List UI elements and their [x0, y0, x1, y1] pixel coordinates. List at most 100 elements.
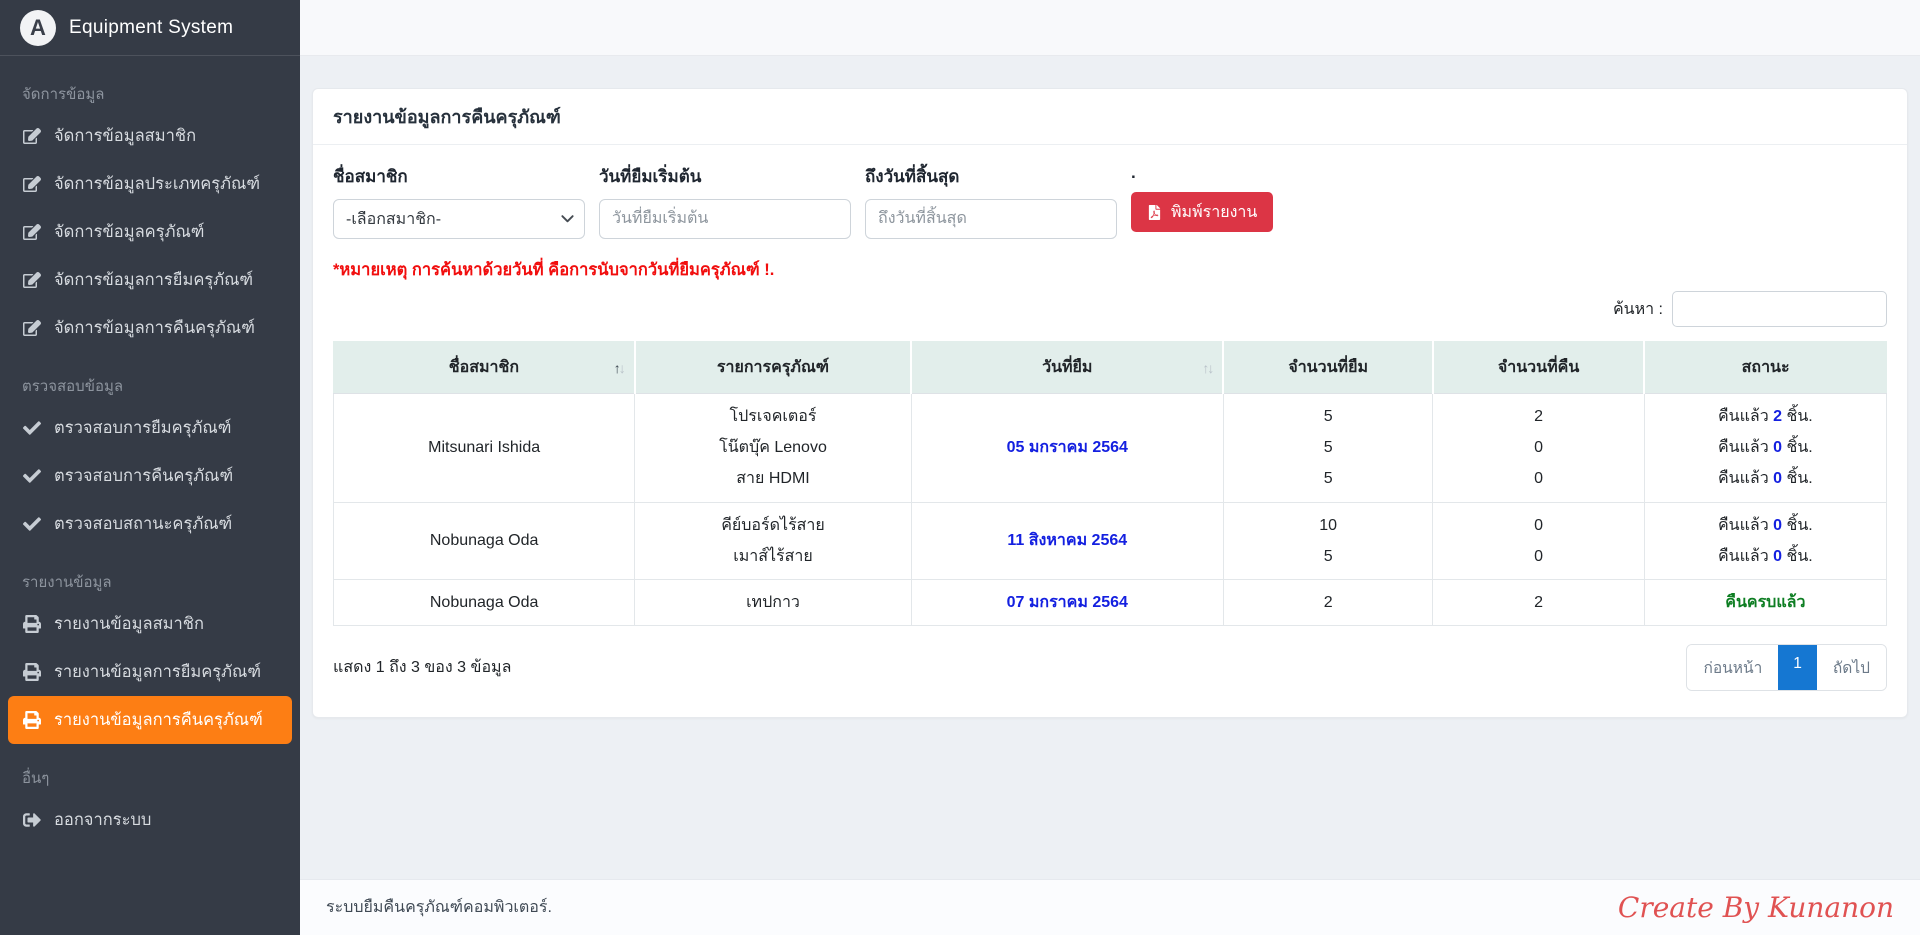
sidebar-item-label: จัดการข้อมูลประเภทครุภัณฑ์ — [54, 175, 261, 193]
status-count: 0 — [1773, 547, 1783, 565]
equipment-item: คีย์บอร์ดไร้สาย — [721, 516, 825, 534]
pagination: ก่อนหน้า 1 ถัดไป — [1686, 644, 1887, 692]
check-icon — [22, 419, 41, 438]
edit-icon — [22, 223, 41, 242]
member-label: ชื่อสมาชิก — [333, 167, 408, 186]
col-header-label: จำนวนที่ยืม — [1288, 359, 1368, 376]
sidebar-item-report-borrow[interactable]: รายงานข้อมูลการยืมครุภัณฑ์ — [8, 648, 292, 696]
end-date-input[interactable] — [865, 199, 1117, 239]
table-info: แสดง 1 ถึง 3 ของ 3 ข้อมูล — [333, 659, 512, 677]
borrow-date-link[interactable]: 07 มกราคม 2564 — [1006, 593, 1128, 611]
dot-label: . — [1131, 163, 1136, 182]
status-suffix: ชิ้น. — [1786, 439, 1813, 457]
page-title: รายงานข้อมูลการคืนครุภัณฑ์ — [313, 89, 1907, 145]
sidebar-section-other: อื่นๆ — [22, 770, 50, 787]
sidebar-item-label: รายงานข้อมูลสมาชิก — [54, 615, 204, 633]
print-report-button[interactable]: พิมพ์รายงาน — [1131, 192, 1274, 232]
returned-qty: 0 — [1534, 516, 1544, 534]
status-count: 0 — [1773, 516, 1783, 534]
col-header-label: จำนวนที่คืน — [1497, 359, 1580, 376]
content: รายงานข้อมูลการคืนครุภัณฑ์ ชื่อสมาชิก -เ… — [300, 56, 1920, 879]
filter-bar: ชื่อสมาชิก -เลือกสมาชิก- วันที่ยืมเริ่มต… — [333, 163, 1887, 239]
status-prefix: คืนแล้ว — [1717, 547, 1769, 565]
sort-icons: ↑↓ — [613, 359, 626, 376]
sidebar-item-label: จัดการข้อมูลการยืมครุภัณฑ์ — [54, 271, 254, 289]
equipment-item: โน๊ตบุ๊ค Lenovo — [719, 439, 827, 457]
status-line: คืนแล้ว 0 ชิ้น. — [1653, 541, 1878, 572]
cell-returned-qty: 2 — [1432, 578, 1645, 627]
cell-status: คืนแล้ว 2 ชิ้น. คืนแล้ว 0 ชิ้น. คืนแล้ว … — [1643, 393, 1888, 503]
col-header-label: วันที่ยืม — [1042, 359, 1093, 376]
sidebar-item-report-return[interactable]: รายงานข้อมูลการคืนครุภัณฑ์ — [8, 696, 292, 744]
member-select[interactable]: -เลือกสมาชิก- — [333, 199, 585, 239]
sidebar-item-label: ตรวจสอบการยืมครุภัณฑ์ — [54, 419, 232, 437]
sidebar-item-label: ตรวจสอบการคืนครุภัณฑ์ — [54, 467, 234, 485]
borrowed-qty: 5 — [1323, 408, 1333, 425]
page-footer: ระบบยืมคืนครุภัณฑ์คอมพิวเตอร์. Create By… — [300, 879, 1920, 935]
sidebar-item-check-return[interactable]: ตรวจสอบการคืนครุภัณฑ์ — [8, 452, 292, 500]
app-brand: A Equipment System — [0, 0, 300, 56]
start-date-label: วันที่ยืมเริ่มต้น — [599, 167, 702, 186]
status-count: 0 — [1773, 470, 1783, 488]
status-count: 0 — [1773, 439, 1783, 457]
borrowed-qty: 10 — [1319, 516, 1338, 534]
sidebar-item-manage-return[interactable]: จัดการข้อมูลการคืนครุภัณฑ์ — [8, 304, 292, 352]
search-label: ค้นหา : — [1612, 300, 1663, 318]
cell-member: Nobunaga Oda — [332, 501, 636, 580]
sidebar-item-report-members[interactable]: รายงานข้อมูลสมาชิก — [8, 600, 292, 648]
member-select-wrap: -เลือกสมาชิก- — [333, 199, 585, 239]
col-header-items[interactable]: รายการครุภัณฑ์ — [633, 341, 913, 394]
sidebar-item-logout[interactable]: ออกจากระบบ — [8, 796, 292, 844]
cell-borrow-date: 05 มกราคม 2564 — [910, 393, 1224, 503]
sidebar-item-label: จัดการข้อมูลการคืนครุภัณฑ์ — [54, 319, 255, 337]
sidebar-item-manage-borrow[interactable]: จัดการข้อมูลการยืมครุภัณฑ์ — [8, 256, 292, 304]
cell-status: คืนแล้ว 0 ชิ้น. คืนแล้ว 0 ชิ้น. — [1643, 501, 1888, 580]
sidebar-nav: จัดการข้อมูล จัดการข้อมูลสมาชิก จัดการข้… — [0, 56, 300, 844]
returned-qty: 2 — [1534, 408, 1544, 425]
cell-member: Mitsunari Ishida — [332, 393, 636, 503]
edit-icon — [22, 319, 41, 338]
sidebar-item-manage-categories[interactable]: จัดการข้อมูลประเภทครุภัณฑ์ — [8, 160, 292, 208]
equipment-item: เทปกาว — [746, 593, 800, 611]
cell-items: โปรเจคเตอร์ โน๊ตบุ๊ค Lenovo สาย HDMI — [634, 393, 912, 503]
sidebar-item-label: ออกจากระบบ — [54, 811, 152, 829]
table-footer: แสดง 1 ถึง 3 ของ 3 ข้อมูล ก่อนหน้า 1 ถัด… — [333, 644, 1887, 692]
cell-items: เทปกาว — [634, 578, 912, 627]
status-suffix: ชิ้น. — [1786, 547, 1813, 565]
check-icon — [22, 515, 41, 534]
col-header-status[interactable]: สถานะ — [1643, 341, 1888, 394]
col-header-label: รายการครุภัณฑ์ — [716, 359, 830, 376]
filter-print: . พิมพ์รายงาน — [1131, 163, 1274, 239]
sort-icons: ↑↓ — [1202, 359, 1214, 376]
col-header-date[interactable]: วันที่ยืม ↑↓ — [910, 341, 1225, 394]
filter-start-date: วันที่ยืมเริ่มต้น — [599, 163, 851, 239]
status-prefix: คืนแล้ว — [1717, 439, 1769, 457]
edit-icon — [22, 175, 41, 194]
app-title: Equipment System — [69, 16, 234, 38]
date-search-note: *หมายเหตุ การค้นหาด้วยวันที่ คือการนับจา… — [333, 261, 775, 279]
sidebar-item-check-borrow[interactable]: ตรวจสอบการยืมครุภัณฑ์ — [8, 404, 292, 452]
start-date-input[interactable] — [599, 199, 851, 239]
col-header-label: ชื่อสมาชิก — [448, 359, 520, 376]
sidebar-item-label: จัดการข้อมูลสมาชิก — [54, 127, 197, 145]
col-header-returned[interactable]: จำนวนที่คืน — [1431, 341, 1646, 394]
logout-icon — [22, 811, 41, 830]
cell-returned-qty: 2 0 0 — [1432, 393, 1645, 503]
equipment-item: เมาส์ไร้สาย — [733, 547, 813, 565]
end-date-label: ถึงวันที่สิ้นสุด — [865, 167, 960, 186]
search-input[interactable] — [1672, 291, 1887, 327]
sidebar-item-check-status[interactable]: ตรวจสอบสถานะครุภัณฑ์ — [8, 500, 292, 548]
col-header-member[interactable]: ชื่อสมาชิก ↑↓ — [332, 341, 636, 394]
pagination-page-1[interactable]: 1 — [1778, 645, 1817, 691]
col-header-borrowed[interactable]: จำนวนที่ยืม — [1222, 341, 1434, 394]
printer-icon — [22, 663, 41, 682]
borrow-date-link[interactable]: 11 สิงหาคม 2564 — [1007, 532, 1128, 550]
status-suffix: ชิ้น. — [1786, 470, 1813, 488]
equipment-item: สาย HDMI — [736, 470, 810, 488]
borrow-date-link[interactable]: 05 มกราคม 2564 — [1006, 439, 1128, 457]
status-prefix: คืนแล้ว — [1717, 516, 1769, 534]
pagination-next[interactable]: ถัดไป — [1816, 645, 1886, 691]
sidebar-item-manage-equipment[interactable]: จัดการข้อมูลครุภัณฑ์ — [8, 208, 292, 256]
sidebar-item-manage-members[interactable]: จัดการข้อมูลสมาชิก — [8, 112, 292, 160]
pagination-prev[interactable]: ก่อนหน้า — [1687, 645, 1779, 691]
